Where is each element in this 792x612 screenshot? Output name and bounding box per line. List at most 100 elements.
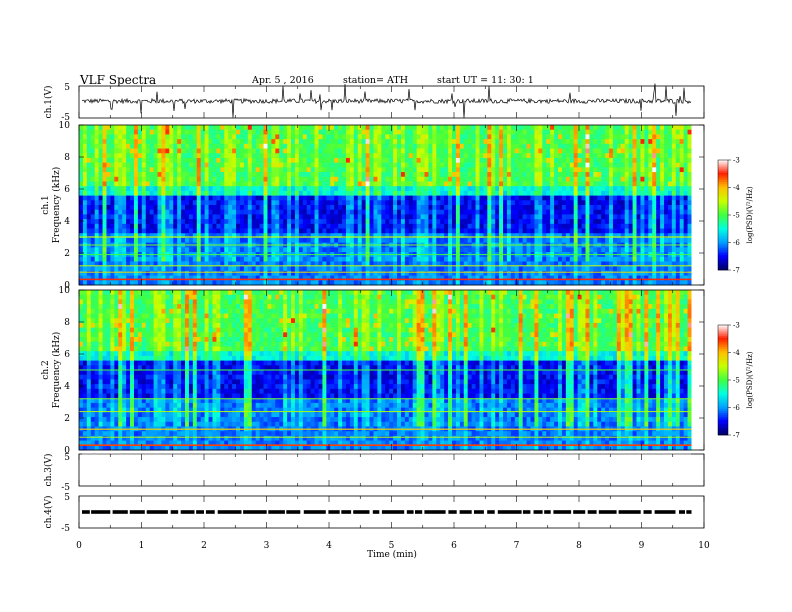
spectrogram-cell xyxy=(408,266,414,272)
spectrogram-cell xyxy=(589,139,594,145)
spectrogram-cell xyxy=(452,157,457,164)
spectrogram-cell xyxy=(133,162,139,168)
spectrogram-cell xyxy=(620,205,626,211)
spectrogram-cell xyxy=(459,223,465,229)
spectrogram-cell xyxy=(294,270,300,276)
spectrogram-cell xyxy=(153,195,158,201)
spectrogram-cell xyxy=(90,167,96,173)
spectrogram-cell xyxy=(487,167,492,173)
spectrogram-cell xyxy=(609,172,614,178)
spectrogram-cell xyxy=(79,256,84,262)
spectrogram-cell xyxy=(141,219,147,225)
spectrogram-cell xyxy=(652,219,657,225)
spectrogram-cell xyxy=(530,266,535,272)
spectrogram-cell xyxy=(609,223,614,229)
spectrogram-cell xyxy=(349,153,355,159)
spectrogram-cell xyxy=(424,228,429,234)
spectrogram-cell xyxy=(632,181,637,187)
spectrogram-cell xyxy=(640,176,645,182)
spectrogram-cell xyxy=(605,172,610,178)
spectrogram-cell xyxy=(357,209,363,215)
spectrogram-cell xyxy=(612,214,618,220)
spectrogram-cell xyxy=(534,209,539,215)
spectrogram-cell xyxy=(416,233,421,239)
spectrogram-cell xyxy=(334,129,339,135)
spectrogram-cell xyxy=(106,228,111,234)
spectrogram-cell xyxy=(581,266,586,272)
spectrogram-cell xyxy=(239,125,245,131)
spectrogram-cell xyxy=(212,176,217,182)
spectrogram-cell xyxy=(338,153,343,159)
spectrogram-cell xyxy=(393,195,398,201)
spectrogram-cell xyxy=(345,205,351,211)
spectrogram-cell xyxy=(102,186,107,192)
spectrogram-cell xyxy=(616,270,622,276)
spectrogram-cell xyxy=(173,280,178,286)
spectrogram-cell xyxy=(616,181,622,187)
spectrogram-cell xyxy=(593,209,598,215)
spectrogram-cell xyxy=(397,261,402,267)
spectrogram-cell xyxy=(455,228,461,234)
spectrogram-cell xyxy=(342,125,347,131)
spectrogram-cell xyxy=(506,233,512,239)
spectrogram-cell xyxy=(648,280,653,286)
spectrogram-cell xyxy=(459,214,465,220)
spectrogram-cell xyxy=(491,247,496,253)
spectrogram-cell xyxy=(554,233,559,239)
spectrogram-cell xyxy=(514,162,520,168)
spectrogram-cell xyxy=(526,129,531,135)
spectrogram-cell xyxy=(499,157,504,164)
spectrogram-cell xyxy=(573,148,579,154)
spectrogram-cell xyxy=(106,195,111,201)
spectrogram-cell xyxy=(94,172,100,178)
spectrogram-cell xyxy=(389,233,394,239)
spectrogram-cell xyxy=(279,219,284,225)
spectrogram-cell xyxy=(90,157,96,164)
spectrogram-cell xyxy=(228,176,233,182)
spectrogram-cell xyxy=(349,176,355,182)
spectrogram-cell xyxy=(338,228,343,234)
spectrogram-cell xyxy=(397,275,402,281)
spectrogram-cell xyxy=(224,143,229,149)
spectrogram-cell xyxy=(581,261,586,267)
spectrogram-cell xyxy=(196,167,202,173)
spectrogram-cell xyxy=(314,219,319,225)
spectrogram-cell xyxy=(373,153,378,159)
spectrogram-cell xyxy=(467,162,473,168)
spectrogram-cell xyxy=(141,134,147,140)
spectrogram-cell xyxy=(554,223,559,229)
spectrogram-cell xyxy=(161,237,166,244)
spectrogram-cell xyxy=(86,256,92,262)
spectrogram-cell xyxy=(616,143,622,149)
spectrogram-cell xyxy=(243,205,249,211)
spectrogram-cell xyxy=(514,219,520,225)
spectrogram-cell xyxy=(628,266,634,272)
spectrogram-cell xyxy=(275,209,280,215)
spectrogram-cell xyxy=(212,125,217,131)
spectrogram-cell xyxy=(369,157,374,164)
spectrogram-cell xyxy=(334,275,339,281)
spectrogram-cell xyxy=(181,256,186,262)
spectrogram-cell xyxy=(420,228,425,234)
spectrogram-cell xyxy=(530,256,535,262)
spectrogram-cell xyxy=(291,256,296,262)
spectrogram-cell xyxy=(569,270,575,276)
spectrogram-cell xyxy=(204,247,209,253)
spectrogram-cell xyxy=(169,153,174,159)
spectrogram-cell xyxy=(349,261,355,267)
spectrogram-cell xyxy=(188,143,194,149)
spectrogram-cell xyxy=(565,205,571,211)
spectrogram-cell xyxy=(239,134,245,140)
spectrogram-cell xyxy=(550,190,555,196)
spectrogram-cell xyxy=(385,270,390,276)
spectrogram-cell xyxy=(467,200,473,206)
spectrogram-cell xyxy=(589,181,594,187)
spectrogram-cell xyxy=(518,172,524,178)
spectrogram-cell xyxy=(628,157,634,164)
spectrogram-cell xyxy=(330,275,335,281)
spectrogram-cell xyxy=(133,148,139,154)
spectrogram-cell xyxy=(616,280,622,286)
spectrogram-cell xyxy=(573,181,579,187)
spectrogram-cell xyxy=(173,228,178,234)
spectrogram-cell xyxy=(259,172,264,178)
